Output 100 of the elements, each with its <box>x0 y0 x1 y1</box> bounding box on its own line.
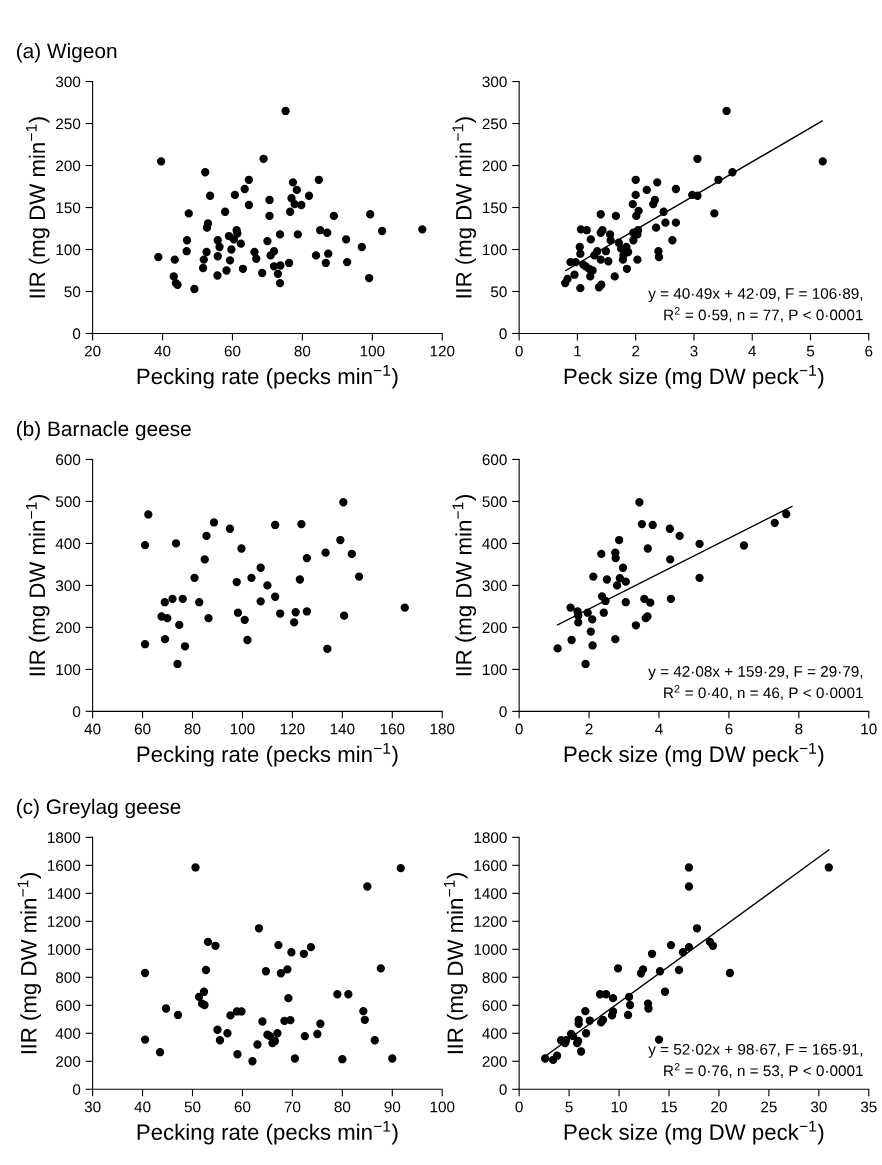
chart-title: (c) Greylag geese <box>16 798 181 819</box>
point <box>160 634 170 644</box>
x-tick-label: 90 <box>384 1101 401 1113</box>
y-tick-label: 200 <box>56 622 81 634</box>
x-tick-label: 160 <box>380 723 405 735</box>
point <box>339 611 349 620</box>
x-tick-label: 4 <box>655 723 663 735</box>
y-tick-label: 0 <box>72 1084 81 1095</box>
point <box>638 965 648 974</box>
point <box>190 573 199 583</box>
point <box>302 553 312 563</box>
y-axis-title: IIR (mg DW min$^{−1}$) <box>25 495 50 676</box>
point <box>276 969 286 978</box>
x-tick-label: 40 <box>134 1101 151 1113</box>
x-tick-label: 0 <box>515 723 523 735</box>
x-tick-label: 50 <box>184 1101 201 1113</box>
point <box>271 592 280 601</box>
y-tick-label: 200 <box>56 160 81 172</box>
y-tick-label: 0 <box>72 706 81 718</box>
point <box>666 555 675 564</box>
x-tick-label: 40 <box>154 345 171 357</box>
x-tick-label: 35 <box>860 1101 877 1113</box>
point <box>648 520 657 530</box>
point <box>140 1035 150 1044</box>
y-tick-label: 400 <box>55 1028 81 1039</box>
point <box>254 924 264 933</box>
y-tick-label: 100 <box>56 664 81 676</box>
point <box>173 659 182 669</box>
x-tick-label: 1 <box>574 345 581 357</box>
point <box>566 603 575 612</box>
point <box>615 574 625 583</box>
x-axis-title: Peck size (mg DW peck$^{−1}$) <box>564 365 824 389</box>
point <box>300 1031 310 1041</box>
annotation: y = 52·02x + 98·67, F = 165·91, <box>648 1043 863 1058</box>
y-tick-label: 250 <box>56 118 81 130</box>
point <box>233 608 243 617</box>
y-tick-label: 200 <box>482 1056 507 1067</box>
point <box>178 594 187 604</box>
point <box>588 615 597 624</box>
point <box>180 642 190 651</box>
y-tick-label: 500 <box>482 496 507 508</box>
point <box>344 990 353 999</box>
point <box>201 965 211 975</box>
y-tick-label: 150 <box>483 202 507 214</box>
y-tick-label: 500 <box>55 496 81 508</box>
point <box>360 1015 369 1025</box>
y-tick-label: 50 <box>64 286 81 298</box>
point <box>232 577 241 587</box>
annotation: R$^{2}$ = 0·59, n = 77, P < 0·0001 <box>664 307 863 323</box>
y-tick-label: 600 <box>56 1000 81 1011</box>
point <box>163 614 172 623</box>
y-tick-label: 100 <box>56 244 81 256</box>
point <box>655 967 665 976</box>
point <box>289 618 299 627</box>
point <box>313 1029 322 1039</box>
point <box>263 581 272 590</box>
x-tick-label: 2 <box>585 723 593 735</box>
point <box>299 949 309 958</box>
y-tick-label: 1400 <box>474 888 507 900</box>
point <box>601 596 610 606</box>
point <box>195 598 204 607</box>
point <box>646 598 655 607</box>
y-tick-label: 250 <box>482 118 507 130</box>
point <box>400 603 409 612</box>
y-tick-label: 1600 <box>474 860 507 872</box>
point <box>286 1015 295 1025</box>
point <box>396 863 405 873</box>
point <box>223 1029 232 1038</box>
y-tick-label: 400 <box>482 538 507 550</box>
point <box>684 882 694 891</box>
y-tick-label: 150 <box>56 202 81 214</box>
y-tick-label: 0 <box>72 328 81 340</box>
x-tick-label: 30 <box>810 1101 827 1113</box>
point <box>225 524 235 533</box>
point <box>602 575 612 584</box>
point <box>625 1000 635 1010</box>
x-tick-label: 6 <box>725 723 733 735</box>
chart-title: (a) Wigeon <box>16 43 117 63</box>
point <box>666 594 676 604</box>
point <box>261 967 271 976</box>
point <box>191 863 200 872</box>
point <box>631 621 641 630</box>
point <box>215 1036 225 1045</box>
y-tick-label: 0 <box>499 1084 507 1095</box>
point <box>211 941 220 950</box>
point <box>291 608 300 617</box>
point <box>359 1007 368 1016</box>
x-tick-label: 8 <box>795 723 803 735</box>
point <box>576 1047 586 1056</box>
point <box>339 498 348 507</box>
y-axis-title: IIR (mg DW min$^{−1}$) <box>17 873 42 1054</box>
x-tick-label: 10 <box>611 1101 627 1113</box>
x-tick-label: 60 <box>234 1101 251 1113</box>
x-tick-label: 3 <box>690 345 698 357</box>
point <box>647 949 657 958</box>
y-tick-label: 200 <box>482 160 507 172</box>
x-axis-title: Pecking rate (pecks min$^{−1}$) <box>137 742 398 767</box>
x-tick-label: 100 <box>430 1101 455 1113</box>
point <box>618 563 628 572</box>
point <box>635 498 644 507</box>
